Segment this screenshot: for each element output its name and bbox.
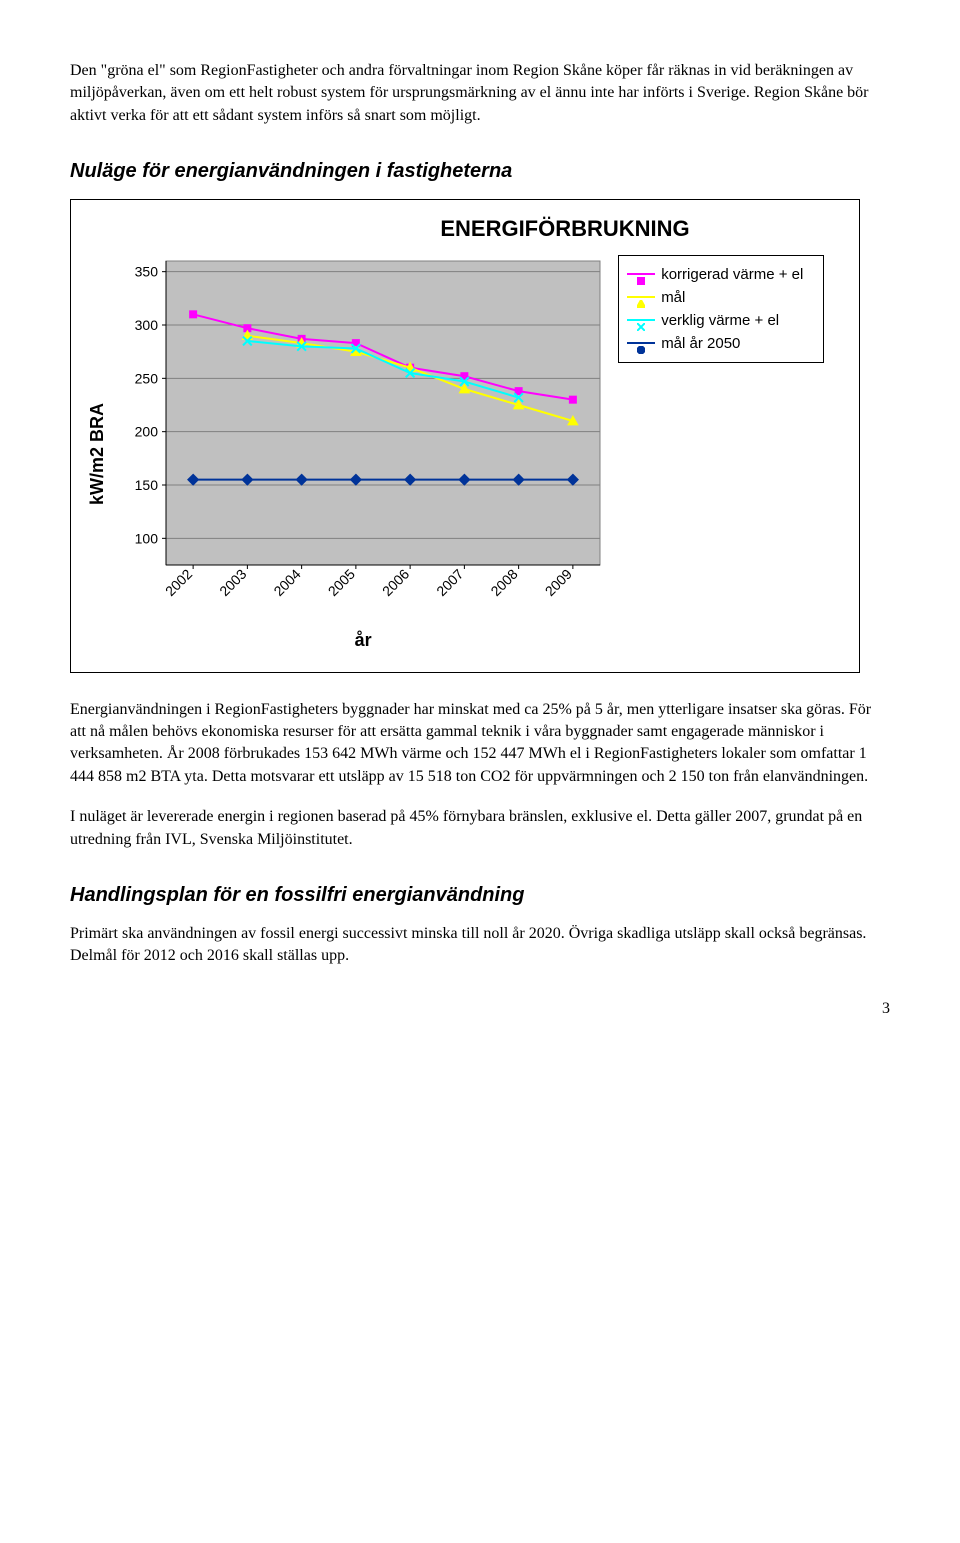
chart-plot-area: 100 150 200 250 300 350 2002 2003 2004 2005 2006 20… — [118, 255, 608, 615]
svg-text:2004: 2004 — [271, 566, 304, 599]
legend-item: mål år 2050 — [627, 333, 815, 354]
svg-text:250: 250 — [135, 370, 159, 386]
body-paragraph-1: Energianvändningen i RegionFastigheters … — [70, 699, 890, 789]
section-heading-handlingsplan: Handlingsplan för en fossilfri energianv… — [70, 881, 890, 909]
legend-label: mål år 2050 — [661, 333, 740, 354]
chart-legend: korrigerad värme + elmålverklig värme + … — [618, 255, 824, 363]
svg-text:300: 300 — [135, 317, 159, 333]
legend-label: mål — [661, 287, 685, 308]
svg-text:2003: 2003 — [216, 566, 249, 599]
legend-item: korrigerad värme + el — [627, 264, 815, 285]
chart-title: ENERGIFÖRBRUKNING — [285, 214, 845, 245]
svg-text:2005: 2005 — [325, 566, 358, 599]
legend-label: verklig värme + el — [661, 310, 779, 331]
svg-text:2006: 2006 — [379, 566, 412, 599]
page-number: 3 — [70, 998, 890, 1020]
svg-text:2007: 2007 — [433, 566, 466, 599]
body-paragraph-3: Primärt ska användningen av fossil energ… — [70, 923, 890, 968]
legend-label: korrigerad värme + el — [661, 264, 803, 285]
energy-chart: ENERGIFÖRBRUKNING kW/m2 BRA 100 150 200 250… — [70, 199, 860, 672]
svg-text:150: 150 — [135, 477, 159, 493]
chart-ylabel: kW/m2 BRA — [85, 403, 110, 505]
svg-text:100: 100 — [135, 530, 159, 546]
chart-xlabel: år — [118, 628, 608, 653]
svg-text:2009: 2009 — [542, 566, 575, 599]
svg-text:2002: 2002 — [162, 566, 195, 599]
svg-text:2008: 2008 — [488, 566, 521, 599]
legend-item: verklig värme + el — [627, 310, 815, 331]
legend-item: mål — [627, 287, 815, 308]
svg-text:350: 350 — [135, 264, 159, 280]
intro-paragraph: Den "gröna el" som RegionFastigheter och… — [70, 60, 890, 127]
section-heading-nulage: Nuläge för energianvändningen i fastighe… — [70, 157, 890, 185]
body-paragraph-2: I nuläget är levererade energin i region… — [70, 806, 890, 851]
svg-text:200: 200 — [135, 424, 159, 440]
